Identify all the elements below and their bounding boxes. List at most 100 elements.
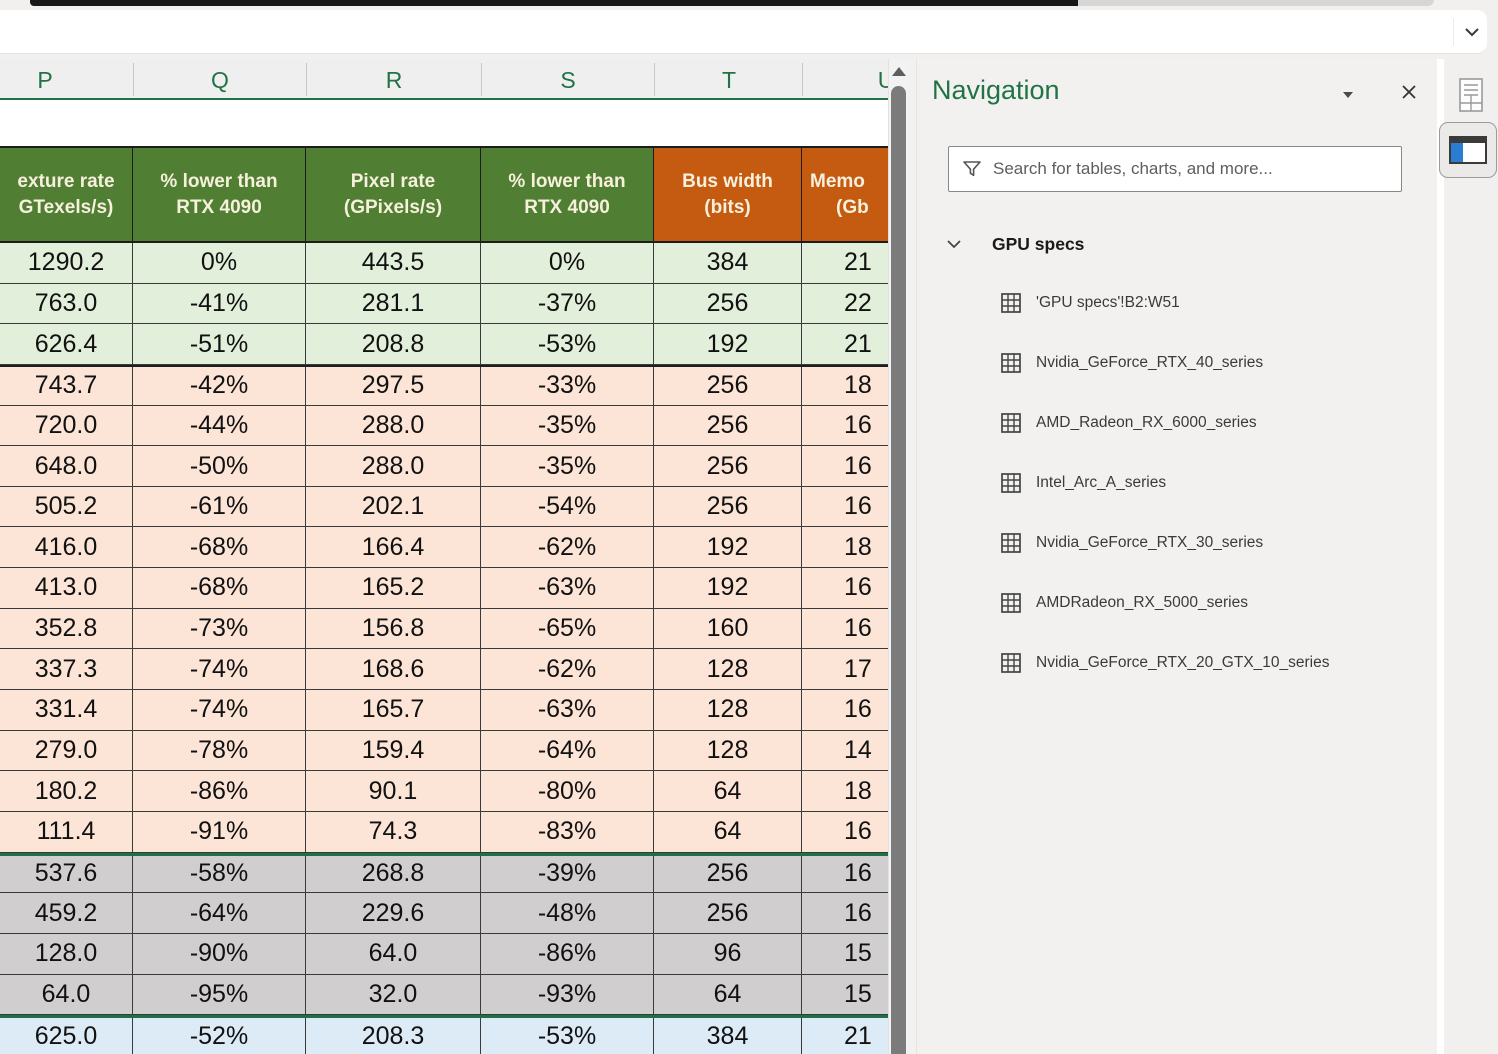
table-cell[interactable]: -51% xyxy=(133,324,306,364)
navigation-search-box[interactable] xyxy=(948,146,1402,192)
table-cell[interactable]: 32.0 xyxy=(306,974,481,1015)
table-cell[interactable]: -50% xyxy=(133,446,306,486)
table-cell[interactable]: 16 xyxy=(802,893,888,933)
column-letter[interactable]: R xyxy=(385,67,403,93)
table-cell[interactable]: 15 xyxy=(802,933,888,974)
table-cell[interactable]: 16 xyxy=(802,405,888,446)
table-cell[interactable]: 165.7 xyxy=(306,690,481,730)
nav-item[interactable]: 'GPU specs'!B2:W51 xyxy=(908,273,1437,333)
table-cell[interactable]: 18 xyxy=(802,366,888,405)
table-cell[interactable]: -33% xyxy=(481,366,654,405)
table-cell[interactable]: 165.2 xyxy=(306,568,481,608)
table-cell[interactable]: 256 xyxy=(654,366,802,405)
table-cell[interactable]: 128 xyxy=(654,649,802,690)
table-cell[interactable]: 208.8 xyxy=(306,324,481,364)
table-cell[interactable]: 256 xyxy=(654,486,802,527)
table-cell[interactable]: -68% xyxy=(133,568,306,608)
table-cell[interactable]: 337.3 xyxy=(0,649,133,690)
table-cell[interactable]: 166.4 xyxy=(306,527,481,568)
table-cell[interactable]: 18 xyxy=(802,527,888,568)
column-letter[interactable]: S xyxy=(560,67,576,93)
navigation-pane-toggle-button[interactable] xyxy=(1439,122,1497,178)
table-cell[interactable]: 288.0 xyxy=(306,405,481,446)
table-cell[interactable]: 64.0 xyxy=(306,933,481,974)
table-cell[interactable]: 256 xyxy=(654,855,802,893)
table-cell[interactable]: 352.8 xyxy=(0,608,133,649)
table-cell[interactable]: 281.1 xyxy=(306,283,481,324)
table-cell[interactable]: 256 xyxy=(654,446,802,486)
table-cell[interactable]: 297.5 xyxy=(306,366,481,405)
table-cell[interactable]: -83% xyxy=(481,811,654,852)
table-cell[interactable]: 537.6 xyxy=(0,855,133,893)
table-cell[interactable]: -42% xyxy=(133,366,306,405)
formula-bar-expand-icon[interactable] xyxy=(1458,18,1486,46)
table-cell[interactable]: -64% xyxy=(481,730,654,771)
table-cell[interactable]: 14 xyxy=(802,730,888,771)
table-cell[interactable]: 160 xyxy=(654,608,802,649)
nav-item[interactable]: Nvidia_GeForce_RTX_20_GTX_10_series xyxy=(908,633,1437,693)
table-cell[interactable]: 90.1 xyxy=(306,771,481,811)
table-cell[interactable]: -53% xyxy=(481,324,654,364)
table-cell[interactable]: 443.5 xyxy=(306,243,481,283)
table-cell[interactable]: 64 xyxy=(654,771,802,811)
table-cell[interactable]: -91% xyxy=(133,811,306,852)
table-cell[interactable]: 0% xyxy=(481,243,654,283)
table-cell[interactable]: -90% xyxy=(133,933,306,974)
table-cell[interactable]: 64.0 xyxy=(0,974,133,1015)
table-cell[interactable]: 763.0 xyxy=(0,283,133,324)
table-cell[interactable]: 180.2 xyxy=(0,771,133,811)
table-cell[interactable]: -54% xyxy=(481,486,654,527)
nav-group-gpu-specs[interactable]: GPU specs xyxy=(946,227,1084,261)
table-cell[interactable]: 384 xyxy=(654,1018,802,1054)
table-cell[interactable]: 21 xyxy=(802,243,888,283)
table-cell[interactable]: 202.1 xyxy=(306,486,481,527)
table-cell[interactable]: 111.4 xyxy=(0,811,133,852)
column-letter[interactable]: T xyxy=(721,67,737,93)
table-cell[interactable]: 192 xyxy=(654,527,802,568)
close-pane-button[interactable] xyxy=(1396,79,1422,105)
table-cell[interactable]: 279.0 xyxy=(0,730,133,771)
table-cell[interactable]: -61% xyxy=(133,486,306,527)
table-cell[interactable]: -74% xyxy=(133,690,306,730)
table-cell[interactable]: 64 xyxy=(654,974,802,1015)
table-cell[interactable]: 459.2 xyxy=(0,893,133,933)
table-cell[interactable]: -52% xyxy=(133,1018,306,1054)
table-cell[interactable]: -93% xyxy=(481,974,654,1015)
nav-item[interactable]: AMD_Radeon_RX_6000_series xyxy=(908,393,1437,453)
scroll-up-icon[interactable] xyxy=(892,67,906,76)
table-cell[interactable]: -58% xyxy=(133,855,306,893)
table-cell[interactable]: -62% xyxy=(481,649,654,690)
table-cell[interactable]: 16 xyxy=(802,486,888,527)
vertical-scrollbar[interactable] xyxy=(888,59,908,1054)
table-cell[interactable]: 331.4 xyxy=(0,690,133,730)
table-cell[interactable]: 15 xyxy=(802,974,888,1015)
table-cell[interactable]: -63% xyxy=(481,568,654,608)
table-cell[interactable]: -95% xyxy=(133,974,306,1015)
table-cell[interactable]: -35% xyxy=(481,405,654,446)
table-cell[interactable]: 16 xyxy=(802,690,888,730)
table-cell[interactable]: -63% xyxy=(481,690,654,730)
table-cell[interactable]: -86% xyxy=(133,771,306,811)
column-headers-row[interactable]: P Q R S T U xyxy=(0,59,888,100)
formula-bar[interactable] xyxy=(0,10,1487,54)
table-cell[interactable]: 21 xyxy=(802,324,888,364)
table-cell[interactable]: 128 xyxy=(654,730,802,771)
table-cell[interactable]: -53% xyxy=(481,1018,654,1054)
table-cell[interactable]: 74.3 xyxy=(306,811,481,852)
column-letter[interactable]: P xyxy=(37,67,53,93)
search-input[interactable] xyxy=(993,159,1389,179)
table-cell[interactable]: 96 xyxy=(654,933,802,974)
table-cell[interactable]: 626.4 xyxy=(0,324,133,364)
table-cell[interactable]: 648.0 xyxy=(0,446,133,486)
table-cell[interactable]: 268.8 xyxy=(306,855,481,893)
table-cell[interactable]: 128 xyxy=(654,690,802,730)
table-cell[interactable]: 384 xyxy=(654,243,802,283)
table-cell[interactable]: -44% xyxy=(133,405,306,446)
table-cell[interactable]: 625.0 xyxy=(0,1018,133,1054)
table-cell[interactable]: 413.0 xyxy=(0,568,133,608)
table-cell[interactable]: 156.8 xyxy=(306,608,481,649)
table-cell[interactable]: -35% xyxy=(481,446,654,486)
table-cell[interactable]: 16 xyxy=(802,608,888,649)
table-cell[interactable]: 128.0 xyxy=(0,933,133,974)
table-cell[interactable]: 16 xyxy=(802,855,888,893)
